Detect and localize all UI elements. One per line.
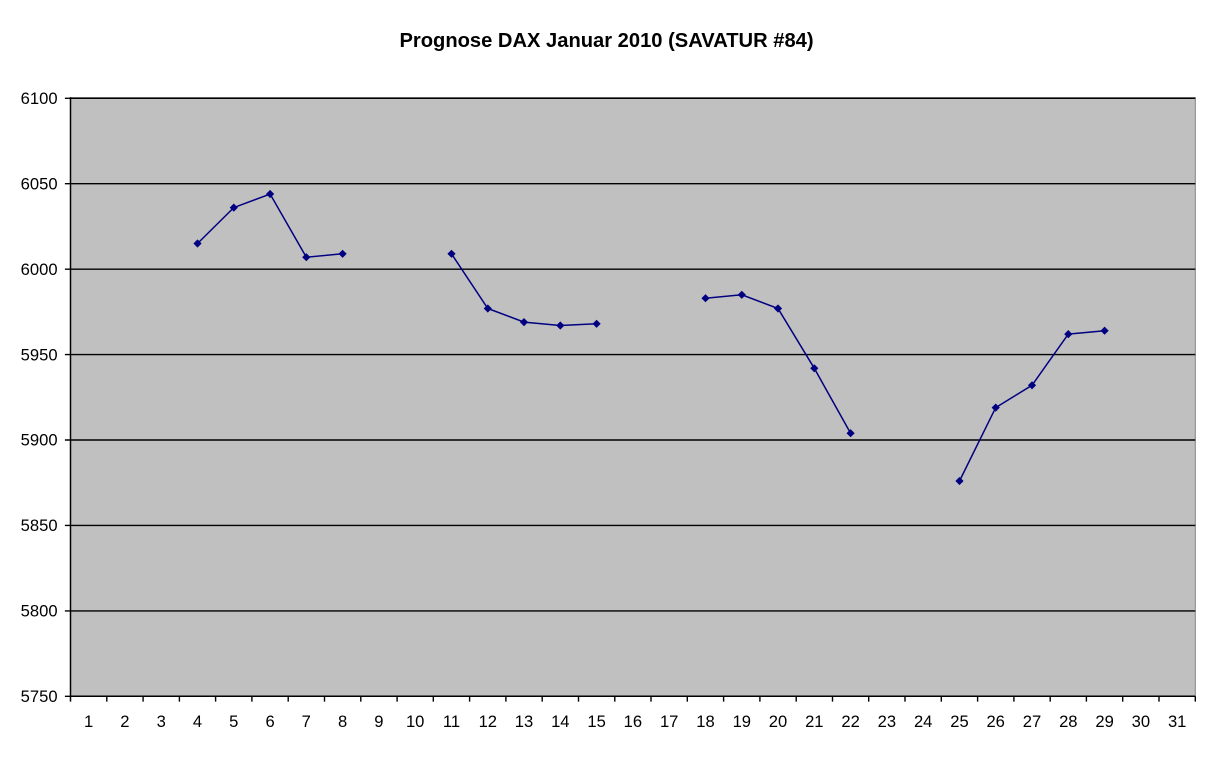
svg-text:6: 6: [265, 712, 274, 731]
svg-text:5900: 5900: [21, 431, 58, 450]
svg-text:10: 10: [406, 712, 424, 731]
svg-text:7: 7: [302, 712, 311, 731]
svg-text:25: 25: [950, 712, 968, 731]
svg-text:5950: 5950: [21, 345, 58, 364]
svg-text:13: 13: [515, 712, 533, 731]
svg-text:18: 18: [696, 712, 714, 731]
svg-text:29: 29: [1095, 712, 1113, 731]
svg-text:6050: 6050: [21, 174, 58, 193]
svg-text:8: 8: [338, 712, 347, 731]
svg-text:20: 20: [769, 712, 787, 731]
svg-text:23: 23: [878, 712, 896, 731]
svg-text:5: 5: [229, 712, 238, 731]
svg-text:5750: 5750: [21, 687, 58, 706]
svg-text:15: 15: [587, 712, 605, 731]
svg-text:Prognose DAX Januar 2010 (SAVA: Prognose DAX Januar 2010 (SAVATUR #84): [399, 30, 813, 52]
svg-text:22: 22: [841, 712, 859, 731]
svg-text:16: 16: [624, 712, 642, 731]
svg-text:5800: 5800: [21, 602, 58, 621]
svg-text:26: 26: [986, 712, 1004, 731]
svg-text:6100: 6100: [21, 89, 58, 108]
svg-text:27: 27: [1023, 712, 1041, 731]
svg-text:31: 31: [1168, 712, 1186, 731]
svg-text:2: 2: [120, 712, 129, 731]
svg-text:30: 30: [1132, 712, 1150, 731]
svg-text:19: 19: [733, 712, 751, 731]
svg-text:14: 14: [551, 712, 569, 731]
svg-text:9: 9: [374, 712, 383, 731]
svg-text:12: 12: [479, 712, 497, 731]
svg-text:21: 21: [805, 712, 823, 731]
svg-text:5850: 5850: [21, 516, 58, 535]
svg-text:24: 24: [914, 712, 932, 731]
svg-text:17: 17: [660, 712, 678, 731]
svg-text:6000: 6000: [21, 260, 58, 279]
svg-text:3: 3: [157, 712, 166, 731]
svg-text:1: 1: [84, 712, 93, 731]
svg-text:4: 4: [193, 712, 202, 731]
svg-text:11: 11: [443, 712, 460, 731]
svg-text:28: 28: [1059, 712, 1077, 731]
